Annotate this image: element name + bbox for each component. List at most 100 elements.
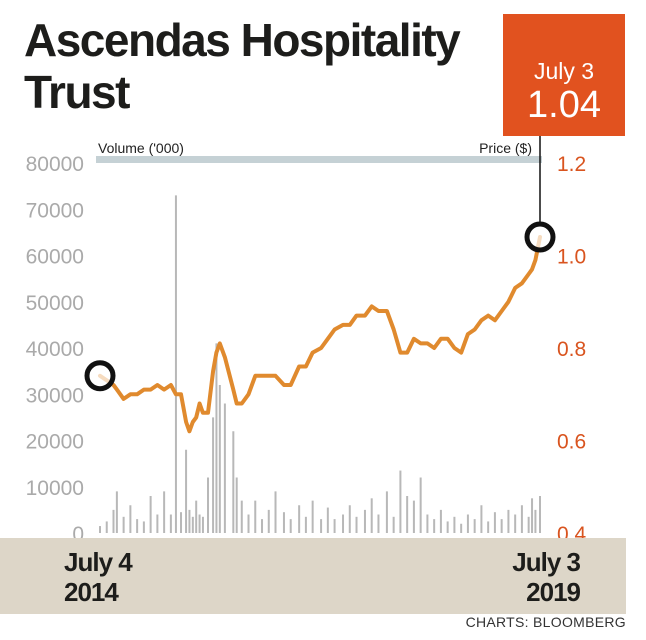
volume-bar <box>235 477 238 533</box>
volume-bar <box>156 514 159 533</box>
volume-bar <box>218 385 221 533</box>
volume-bar <box>446 521 449 533</box>
volume-bar <box>282 512 285 533</box>
volume-bar <box>223 403 226 533</box>
volume-bar <box>129 505 132 533</box>
volume-bar <box>419 477 422 533</box>
x-label-start-line2: 2014 <box>64 577 119 607</box>
volume-bar <box>500 519 503 533</box>
volume-bar <box>320 519 323 533</box>
volume-bar <box>274 491 277 533</box>
volume-bar <box>261 519 264 533</box>
x-label-end-line2: 2019 <box>526 577 580 607</box>
right-axis-tick: 0.8 <box>557 338 586 361</box>
volume-bar <box>215 343 218 533</box>
latest-price-callout: July 3 1.04 <box>503 14 625 136</box>
volume-bar <box>180 512 183 533</box>
volume-bar <box>406 496 409 533</box>
volume-bar <box>191 516 194 533</box>
callout-date: July 3 <box>533 58 595 84</box>
volume-bar <box>163 491 166 533</box>
volume-bar <box>254 500 257 533</box>
volume-bar <box>240 500 243 533</box>
source-credit: CHARTS: BLOOMBERG <box>465 614 626 630</box>
volume-bar <box>527 516 530 533</box>
volume-bar <box>136 519 139 533</box>
left-axis-tick: 40000 <box>26 338 84 361</box>
volume-bar <box>142 521 145 533</box>
right-axis-tick: 1.0 <box>557 246 586 269</box>
volume-bar <box>333 519 336 533</box>
volume-bar <box>514 514 517 533</box>
volume-bar <box>298 505 301 533</box>
left-axis-tick: 60000 <box>26 246 84 269</box>
volume-bar <box>149 496 152 533</box>
volume-bar <box>198 514 201 533</box>
right-axis-tick: 0.6 <box>557 431 586 454</box>
volume-bar <box>188 509 191 533</box>
left-axis-tick: 0 <box>72 523 84 546</box>
right-axis-label: Price ($) <box>479 140 532 156</box>
volume-bar <box>105 521 108 533</box>
volume-bar <box>185 449 188 533</box>
left-axis-tick: 20000 <box>26 431 84 454</box>
volume-bar <box>520 505 523 533</box>
volume-bar <box>99 526 101 533</box>
volume-bar <box>112 509 115 533</box>
volume-bar <box>212 417 215 533</box>
volume-bar <box>326 507 329 533</box>
volume-bar <box>232 431 235 533</box>
volume-bar <box>311 500 314 533</box>
x-label-start-line1: July 4 <box>64 547 133 577</box>
volume-bar <box>493 512 496 533</box>
x-label-end-line1: July 3 <box>512 547 580 577</box>
left-axis-tick: 10000 <box>26 477 84 500</box>
left-axis-tick: 30000 <box>26 384 84 407</box>
volume-bar <box>201 516 204 533</box>
volume-bar <box>473 519 476 533</box>
volume-bar <box>267 509 270 533</box>
volume-bar <box>207 477 210 533</box>
volume-bar <box>174 195 177 533</box>
volume-bar <box>169 514 172 533</box>
volume-bar <box>453 516 456 533</box>
volume-bar <box>289 519 292 533</box>
start-price-marker <box>84 360 116 392</box>
chart-title: Ascendas Hospitality Trust <box>24 14 461 118</box>
callout-price: 1.04 <box>527 84 601 126</box>
right-axis-tick: 1.2 <box>557 153 586 176</box>
volume-bar <box>466 514 469 533</box>
volume-bar <box>412 500 415 533</box>
volume-bar <box>480 505 483 533</box>
volume-bar <box>534 509 537 533</box>
volume-bar <box>355 516 358 533</box>
date-band <box>0 538 626 614</box>
volume-bar <box>122 516 125 533</box>
volume-bar <box>439 509 442 533</box>
volume-bar <box>348 505 351 533</box>
end-price-marker <box>524 221 556 253</box>
volume-bar <box>460 523 463 533</box>
volume-bar <box>363 509 366 533</box>
volume-bar <box>247 514 250 533</box>
left-axis-tick: 50000 <box>26 292 84 315</box>
volume-bar <box>377 514 380 533</box>
volume-bar <box>399 470 402 533</box>
volume-bar <box>433 519 436 533</box>
volume-bar <box>539 496 541 533</box>
volume-bar <box>385 491 388 533</box>
volume-bar <box>342 514 345 533</box>
volume-bar <box>531 498 534 533</box>
volume-bar <box>426 514 429 533</box>
volume-bar <box>487 521 490 533</box>
volume-bar <box>115 491 118 533</box>
left-axis-label: Volume ('000) <box>98 140 184 156</box>
volume-bar <box>304 516 307 533</box>
header-band <box>96 156 542 163</box>
volume-bar <box>392 516 395 533</box>
volume-bar <box>370 498 373 533</box>
volume-bar <box>507 509 510 533</box>
volume-bar <box>195 500 198 533</box>
